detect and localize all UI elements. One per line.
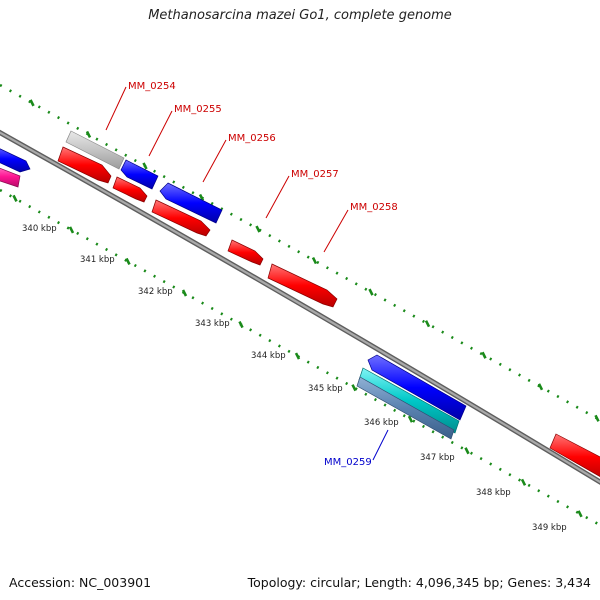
track-major-tick — [311, 257, 318, 265]
gene-mm-0256[interactable] — [159, 182, 223, 224]
gene-feature-forward-c[interactable] — [151, 199, 211, 237]
gene-mm-0257[interactable] — [227, 239, 264, 266]
track-major-tick — [198, 193, 205, 202]
gene-mm-0255[interactable] — [120, 159, 159, 190]
track-major-tick — [85, 130, 92, 138]
track-major-tick — [12, 194, 18, 202]
inner-dotted-track — [0, 188, 600, 527]
gene-feature-forward-b[interactable] — [112, 176, 148, 203]
accession-label: Accession: NC_003901 — [9, 575, 152, 590]
tick-label: 348 kbp — [476, 488, 511, 498]
genome-summary-label: Topology: circular; Length: 4,096,345 bp… — [247, 575, 591, 590]
gene-label-mm-0254[interactable]: MM_0254 — [128, 81, 176, 92]
gene-label-mm-0257[interactable]: MM_0257 — [291, 169, 339, 180]
gene-labels: MM_0254 MM_0255 MM_0256 MM_0257 MM_0258 … — [128, 81, 398, 468]
tick-label: 346 kbp — [364, 418, 399, 428]
track-major-tick — [351, 384, 357, 392]
gene-label-mm-0259[interactable]: MM_0259 — [324, 457, 372, 468]
track-major-tick — [29, 99, 35, 107]
gene-feature-offscreen-left-pink[interactable] — [0, 166, 21, 188]
outer-dotted-track — [0, 83, 600, 422]
gene-mm-0259[interactable] — [367, 354, 467, 421]
track-major-tick — [181, 289, 188, 297]
tick-label: 347 kbp — [420, 453, 455, 463]
gene-mm-0258[interactable] — [267, 263, 338, 308]
tick-label: 345 kbp — [308, 384, 343, 394]
track-major-tick — [424, 320, 431, 328]
tick-label: 343 kbp — [195, 319, 230, 329]
genome-title: Methanosarcina mazei Go1, complete genom… — [148, 8, 452, 23]
track-major-tick — [142, 162, 148, 170]
outer-major-ticks — [29, 99, 600, 422]
gene-label-mm-0256[interactable]: MM_0256 — [228, 133, 276, 144]
track-major-tick — [255, 225, 261, 233]
track-major-tick — [68, 226, 75, 234]
tick-label: 344 kbp — [251, 351, 286, 361]
gene-label-leaders — [105, 86, 389, 461]
kbp-scale-labels: 340 kbp 341 kbp 342 kbp 343 kbp 344 kbp … — [22, 224, 567, 533]
inner-major-ticks — [12, 194, 583, 518]
track-major-tick — [294, 352, 301, 360]
gene-label-mm-0255[interactable]: MM_0255 — [174, 104, 222, 115]
gene-feature-offscreen-right[interactable] — [549, 433, 600, 480]
tick-label: 341 kbp — [80, 255, 115, 265]
gene-label-mm-0258[interactable]: MM_0258 — [350, 202, 398, 213]
track-major-tick — [125, 257, 131, 266]
track-major-tick — [537, 383, 544, 391]
track-major-tick — [577, 510, 583, 518]
track-major-tick — [481, 351, 487, 359]
genome-backbone — [0, 129, 600, 485]
track-major-tick — [368, 288, 374, 296]
tick-label: 342 kbp — [138, 287, 173, 297]
gene-feature-rna[interactable] — [358, 367, 460, 434]
gene-mm-0254[interactable] — [65, 130, 125, 170]
track-major-tick — [594, 414, 600, 422]
track-major-tick — [407, 415, 414, 423]
track-major-tick — [464, 447, 470, 455]
track-major-tick — [238, 320, 244, 329]
tick-label: 340 kbp — [22, 224, 57, 234]
gene-feature-offscreen-left[interactable] — [0, 146, 31, 173]
gene-feature-forward-a[interactable] — [57, 146, 112, 184]
track-major-tick — [520, 478, 527, 486]
tick-label: 349 kbp — [532, 523, 567, 533]
gene-feature-secondary[interactable] — [356, 376, 455, 440]
